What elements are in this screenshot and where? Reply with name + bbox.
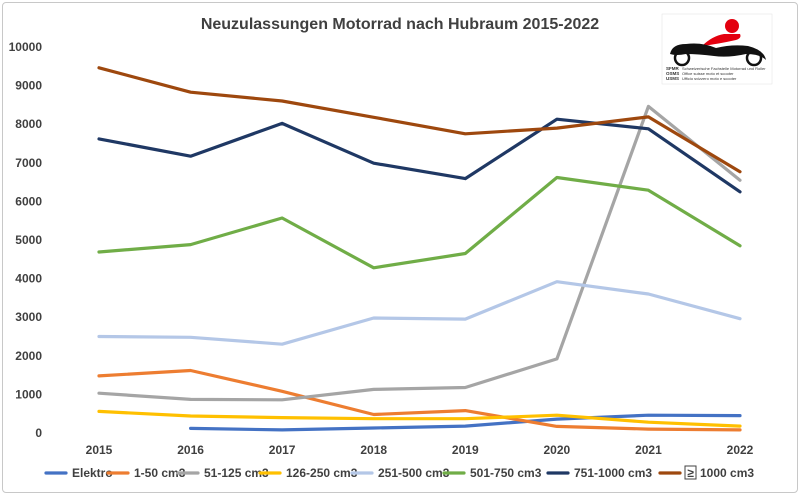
y-tick-label: 3000 bbox=[15, 310, 42, 324]
legend-label: 126-250 cm3 bbox=[286, 466, 358, 480]
series-line-4 bbox=[97, 409, 742, 428]
logo-abbr-osms: OSMS bbox=[666, 71, 679, 76]
chart-title: Neuzulassungen Motorrad nach Hubraum 201… bbox=[201, 16, 599, 33]
x-tick-label: 2019 bbox=[452, 443, 479, 457]
x-tick-label: 2018 bbox=[360, 443, 387, 457]
series-lines bbox=[97, 66, 742, 432]
legend-label: 251-500 cm3 bbox=[378, 466, 450, 480]
logo-abbr-sfmr: SFMR bbox=[666, 66, 679, 71]
x-tick-label: 2020 bbox=[544, 443, 571, 457]
y-tick-label: 9000 bbox=[15, 79, 42, 93]
y-tick-label: 7000 bbox=[15, 156, 42, 170]
legend-label: 1000 cm3 bbox=[700, 466, 754, 480]
y-tick-label: 4000 bbox=[15, 272, 42, 286]
y-tick-label: 1000 bbox=[15, 387, 42, 401]
legend-label: 501-750 cm3 bbox=[470, 466, 542, 480]
x-axis-ticks: 2015 2016 2017 2018 2019 2020 2021 2022 bbox=[86, 443, 754, 457]
legend-label: Elektro bbox=[72, 466, 113, 480]
series-line-6 bbox=[97, 175, 742, 270]
series-line-7 bbox=[97, 117, 742, 194]
logo-rear-wheel bbox=[745, 49, 763, 67]
legend-label: 1-50 cm3 bbox=[134, 466, 186, 480]
y-tick-label: 10000 bbox=[9, 40, 43, 54]
x-tick-label: 2022 bbox=[727, 443, 754, 457]
legend-label: 751-1000 cm3 bbox=[574, 466, 652, 480]
logo-text-usms: Ufficio svizzero moto e scooter bbox=[682, 76, 737, 81]
legend-symbol: ≥ bbox=[687, 466, 694, 480]
y-axis-ticks: 0 1000 2000 3000 4000 5000 6000 7000 8000 9000 100… bbox=[9, 40, 43, 440]
y-tick-label: 8000 bbox=[15, 117, 42, 131]
logo-rider-body bbox=[702, 34, 741, 46]
logo-front-wheel bbox=[673, 49, 691, 67]
logo-abbr-usms: USMS bbox=[666, 76, 679, 81]
logo-text-sfmr: Schweizerische Fachstelle Motorrad und R… bbox=[682, 66, 766, 71]
legend-label: 51-125 cm3 bbox=[204, 466, 269, 480]
legend-symbol-box bbox=[684, 465, 697, 480]
logo-text-osms: Office suisse moto et scooter bbox=[682, 71, 734, 76]
logo: SFMR Schweizerische Fachstelle Motorrad … bbox=[661, 13, 773, 85]
y-tick-label: 6000 bbox=[15, 194, 42, 208]
y-tick-label: 5000 bbox=[15, 233, 42, 247]
x-tick-label: 2015 bbox=[86, 443, 113, 457]
series-line-5 bbox=[97, 280, 742, 346]
series-line-8 bbox=[97, 66, 742, 174]
x-tick-label: 2021 bbox=[635, 443, 662, 457]
series-line-3 bbox=[97, 104, 742, 402]
y-tick-label: 2000 bbox=[15, 349, 42, 363]
logo-rider-head bbox=[725, 19, 739, 33]
logo-motorcycle-shape bbox=[670, 43, 766, 60]
series-line-2 bbox=[97, 368, 742, 432]
series-line-1 bbox=[189, 413, 742, 432]
y-tick-label: 0 bbox=[35, 426, 42, 440]
x-tick-label: 2016 bbox=[177, 443, 204, 457]
x-tick-label: 2017 bbox=[269, 443, 296, 457]
legend: Elektro 1-50 cm3 51-125 cm3 126-250 cm3 251-… bbox=[44, 465, 754, 480]
